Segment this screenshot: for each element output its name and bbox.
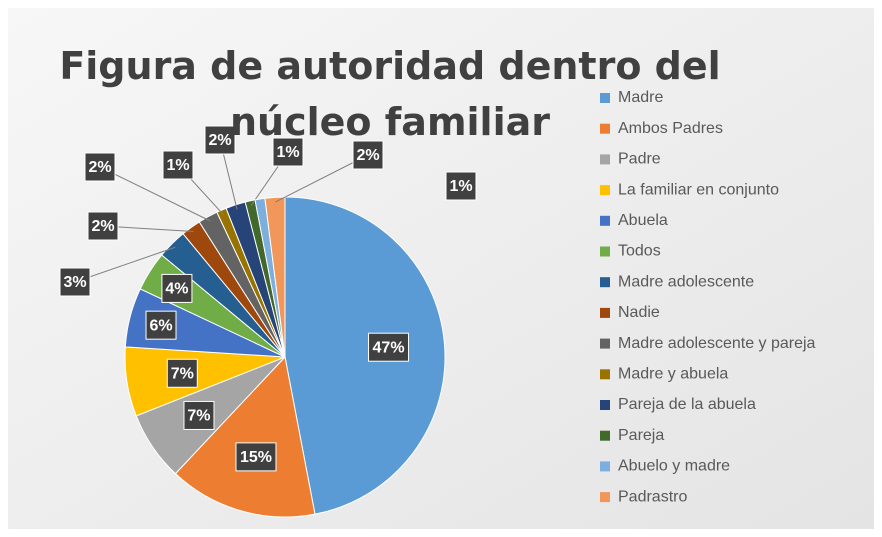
data-label: 15% — [240, 449, 272, 466]
legend-label: Madre — [618, 89, 663, 106]
data-label: 2% — [356, 147, 379, 164]
pie-slice — [174, 355, 316, 518]
legend-label: Madre adolescente y pareja — [618, 335, 816, 352]
legend-label: Padrastro — [618, 488, 687, 505]
data-label-box — [87, 211, 119, 241]
legend-swatch — [600, 461, 610, 472]
data-label-box — [272, 137, 304, 167]
legend-swatch — [600, 123, 610, 134]
data-label: 4% — [165, 281, 188, 298]
data-label-box — [204, 125, 236, 155]
data-label-box — [235, 442, 277, 472]
legend-swatch — [600, 307, 610, 318]
data-label-box — [145, 310, 177, 340]
legend-label: Abuela — [618, 212, 668, 229]
legend-swatch — [600, 246, 610, 257]
data-label: 3% — [63, 274, 86, 291]
legend-label: La familiar en conjunto — [618, 181, 779, 198]
data-label-box — [352, 140, 384, 170]
chart-title: Figura de autoridad dentro del núcleo fa… — [59, 44, 721, 144]
data-label: 1% — [166, 157, 189, 174]
legend-label: Madre adolescente — [618, 273, 754, 290]
legend-swatch — [600, 185, 610, 196]
data-label-box — [166, 358, 198, 388]
legend-label: Abuelo y madre — [618, 458, 730, 475]
leader-line — [99, 166, 211, 222]
legend-swatch — [600, 277, 610, 288]
data-label: 2% — [88, 159, 111, 176]
legend-label: Padre — [618, 151, 661, 168]
data-label-box — [161, 273, 193, 303]
data-label-box — [183, 400, 215, 430]
data-label-box — [445, 171, 477, 201]
leader-line — [74, 246, 176, 283]
legend-label: Todos — [618, 243, 661, 260]
data-label: 2% — [208, 132, 231, 149]
data-label-box — [368, 332, 410, 362]
legend-swatch — [600, 369, 610, 380]
data-label: 6% — [149, 317, 172, 334]
data-label: 7% — [171, 365, 194, 382]
legend-label: Pareja — [618, 427, 664, 444]
legend-swatch — [600, 400, 610, 410]
legend-label: Nadie — [618, 304, 660, 321]
legend-swatch — [600, 154, 610, 165]
pie-slice — [284, 196, 446, 515]
legend-label: Ambos Padres — [618, 120, 723, 137]
legend-swatch — [600, 430, 610, 441]
data-label-box — [162, 150, 194, 180]
legend-swatch — [600, 93, 610, 103]
data-label-box — [59, 267, 91, 297]
data-label: 2% — [91, 218, 114, 235]
data-label: 47% — [373, 339, 405, 356]
data-label: 1% — [276, 144, 299, 161]
data-label: 1% — [449, 178, 472, 195]
legend-label: Madre y abuela — [618, 366, 728, 383]
legend-swatch — [600, 215, 610, 226]
data-label-box — [84, 152, 116, 182]
legend-label: Pareja de la abuela — [618, 396, 756, 413]
legend-swatch — [600, 492, 610, 503]
data-label: 7% — [187, 408, 210, 425]
legend-swatch — [600, 338, 610, 349]
